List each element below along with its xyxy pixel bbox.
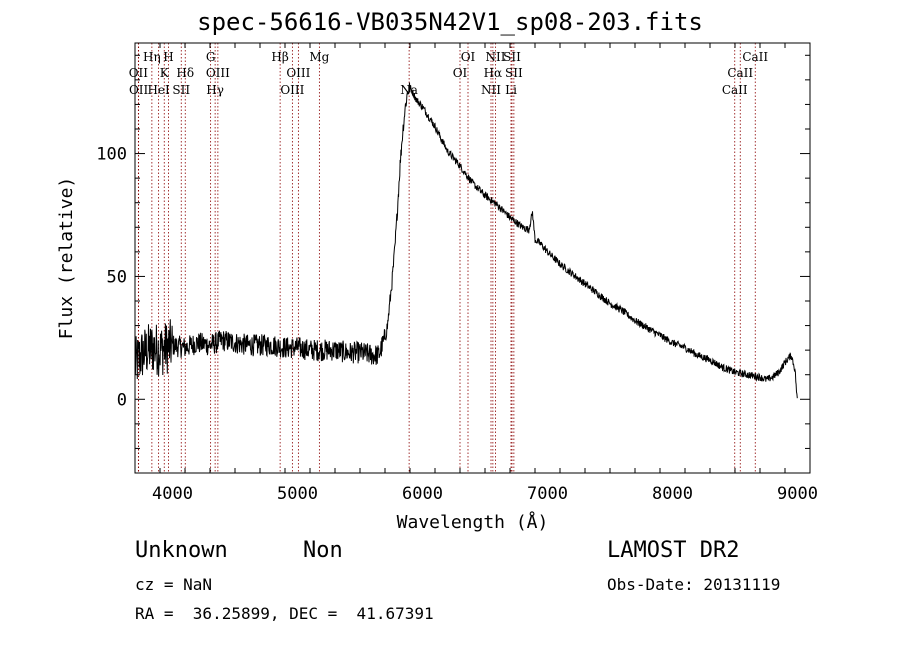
spectral-line-label: Hη xyxy=(143,50,161,64)
spectral-line-label: OIII xyxy=(286,66,310,80)
x-tick-label: 5000 xyxy=(277,484,318,504)
x-tick-label: 6000 xyxy=(402,484,443,504)
x-axis-label: Wavelength (Å) xyxy=(397,511,549,533)
spectral-line-label: SII xyxy=(505,66,523,80)
x-tick-label: 9000 xyxy=(777,484,818,504)
spectral-line-label: K xyxy=(160,66,170,80)
y-tick-label: 0 xyxy=(117,390,127,410)
spectrum-line xyxy=(134,82,798,399)
x-tick-label: 7000 xyxy=(527,484,568,504)
subclass: Non xyxy=(303,538,343,563)
spectral-line-label: Hδ xyxy=(176,66,194,80)
spectral-line-label: SII xyxy=(503,50,521,64)
spectral-line-label: CaII xyxy=(727,66,753,80)
spectral-line-label: NII xyxy=(481,83,501,97)
spectral-line-label: H xyxy=(163,50,173,64)
spectral-line-label: Hβ xyxy=(271,50,288,64)
spectral-line-label: OIII xyxy=(206,66,230,80)
spectral-line-label: NII xyxy=(486,50,506,64)
redshift-value: cz = NaN xyxy=(135,575,213,594)
object-class: Unknown xyxy=(135,538,228,563)
spectral-line-label: CaII xyxy=(722,83,748,97)
obs-date: Obs-Date: 20131119 xyxy=(607,575,781,594)
spectral-line-label: Li xyxy=(505,83,517,97)
y-tick-label: 100 xyxy=(96,145,127,165)
survey-label: LAMOST DR2 xyxy=(607,538,740,563)
spectral-line-label: Mg xyxy=(309,50,329,64)
y-axis-label: Flux (relative) xyxy=(56,177,77,340)
x-tick-label: 4000 xyxy=(152,484,193,504)
chart-title: spec-56616-VB035N42V1_sp08-203.fits xyxy=(197,8,703,36)
plot-frame xyxy=(134,42,811,474)
y-tick-label: 50 xyxy=(107,267,127,287)
spectral-line-label: OIII xyxy=(280,83,304,97)
spectral-line-label: SII xyxy=(172,83,190,97)
spectral-line-label: G xyxy=(206,50,216,64)
spectral-line-label: OII xyxy=(129,83,149,97)
coordinates: RA = 36.25899, DEC = 41.67391 xyxy=(135,604,434,623)
x-tick-label: 8000 xyxy=(652,484,693,504)
spectral-line-label: OI xyxy=(453,66,468,80)
spectral-line-label: OI xyxy=(461,50,476,64)
spectral-line-label: Hγ xyxy=(206,83,224,97)
spectral-line-label: Na xyxy=(400,83,418,97)
spectral-line-label: Hα xyxy=(484,66,503,80)
spectral-line-label: HeI xyxy=(147,83,170,97)
spectral-line-label: OII xyxy=(129,66,149,80)
spectral-line-label: CaII xyxy=(742,50,768,64)
